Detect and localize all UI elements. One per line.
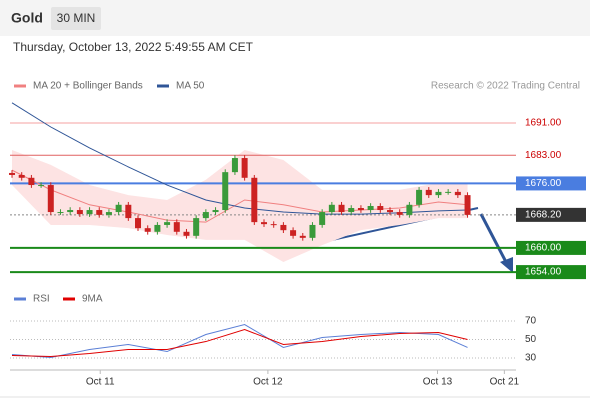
candle-body xyxy=(57,212,64,214)
candle-body xyxy=(241,158,248,178)
candle-body xyxy=(416,189,423,205)
candle-body xyxy=(454,191,461,196)
candle-body xyxy=(425,189,432,196)
bollinger-band xyxy=(12,149,468,263)
candle-body xyxy=(231,158,238,173)
candle-body xyxy=(173,222,180,232)
candle-body xyxy=(28,177,35,186)
y-tick-label: 30 xyxy=(525,353,537,364)
instrument-title: Gold xyxy=(11,10,43,26)
candle-body xyxy=(290,230,297,236)
candle-body xyxy=(183,231,190,236)
interval-button[interactable] xyxy=(51,7,101,30)
candle-body xyxy=(328,204,335,213)
x-tick-label: Oct 13 xyxy=(423,377,453,388)
candle-body xyxy=(222,172,229,211)
level-label: 1668.20 xyxy=(525,210,562,221)
candle-body xyxy=(367,206,374,211)
candle-body xyxy=(202,212,209,219)
candle-body xyxy=(212,210,219,213)
source: Research © 2022 Trading Central xyxy=(431,81,580,92)
y-tick-label: 70 xyxy=(525,316,537,327)
candle-body xyxy=(105,212,112,215)
candle-body xyxy=(154,224,161,232)
level-box xyxy=(516,240,586,255)
candle-body xyxy=(396,212,403,215)
candle-body xyxy=(309,224,316,238)
candle-body xyxy=(435,191,442,196)
level-label: 1676.00 xyxy=(525,178,562,189)
candle-body xyxy=(280,224,287,231)
candle-body xyxy=(377,206,384,211)
indicator-line xyxy=(12,328,468,358)
candle-body xyxy=(144,228,151,232)
legend-label: MA 50 xyxy=(176,81,205,92)
candle-body xyxy=(125,204,132,219)
level-box xyxy=(516,207,586,222)
level-label: 1660.00 xyxy=(525,243,562,254)
x-tick-label: Oct 11 xyxy=(86,377,115,388)
candle-body xyxy=(115,204,122,213)
timestamp: Thursday, October 13, 2022 5:49:55 AM CE… xyxy=(13,40,254,54)
indicator-line xyxy=(11,323,468,359)
legend-label: MA 20 + Bollinger Bands xyxy=(33,81,143,92)
interval-label[interactable]: 30 MIN xyxy=(57,11,96,25)
candle-body xyxy=(86,210,93,215)
candle-body xyxy=(193,218,200,236)
candle-body xyxy=(135,218,142,229)
candle-body xyxy=(9,172,16,175)
level-label: 1691.00 xyxy=(525,118,562,129)
candle-body xyxy=(338,204,345,213)
level-label: 1654.00 xyxy=(525,267,562,278)
candle-body xyxy=(270,224,277,226)
level-box xyxy=(516,265,586,280)
moving-average xyxy=(11,169,468,223)
x-tick-label: Oct 12 xyxy=(253,377,283,388)
candle-body xyxy=(445,191,452,193)
candle-body xyxy=(96,210,103,215)
candle-body xyxy=(67,210,74,213)
candle-body xyxy=(464,195,471,215)
forecast-arrow xyxy=(479,213,508,263)
candle-body xyxy=(348,208,355,213)
candle-body xyxy=(76,210,83,215)
y-tick-label: 50 xyxy=(525,334,537,345)
legend-label: RSI xyxy=(33,294,50,305)
legend-label: 9MA xyxy=(82,294,103,305)
x-tick-label: Oct 21 xyxy=(490,377,520,388)
candle-body xyxy=(164,222,171,225)
candle-body xyxy=(357,208,364,211)
level-box xyxy=(516,176,586,191)
candle-body xyxy=(319,212,326,225)
candle-body xyxy=(18,174,25,178)
candle-body xyxy=(299,235,306,238)
level-label: 1683.00 xyxy=(525,150,562,161)
candle-body xyxy=(38,185,45,187)
candle-body xyxy=(47,185,54,213)
candle-body xyxy=(251,177,258,223)
candle-body xyxy=(406,204,413,215)
candle-body xyxy=(261,222,268,225)
arrow-head xyxy=(500,257,513,273)
candle-body xyxy=(387,210,394,213)
